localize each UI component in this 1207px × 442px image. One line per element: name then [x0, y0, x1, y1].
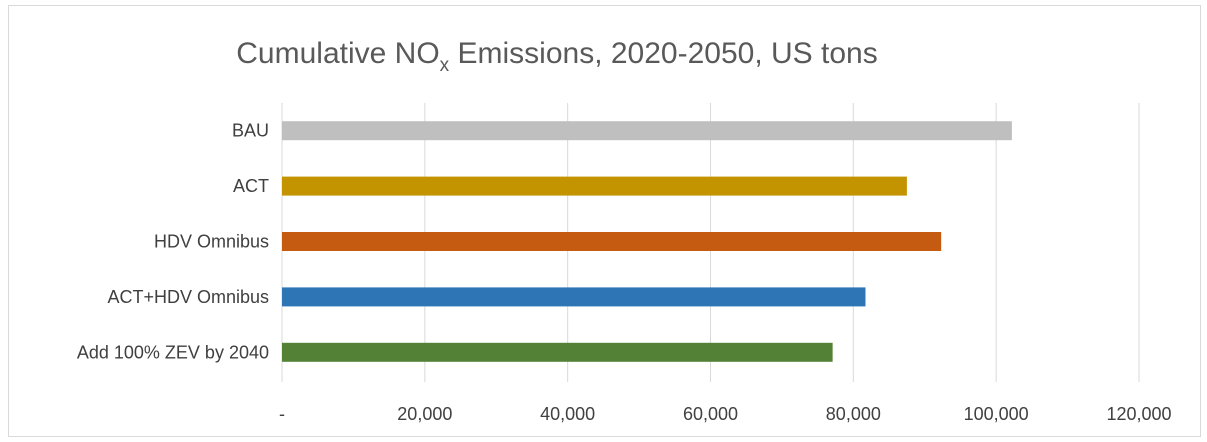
chart-title-suffix: Emissions, 2020-2050, US tons: [449, 37, 878, 70]
chart-frame: [8, 5, 1201, 437]
category-label: Add 100% ZEV by 2040: [77, 342, 269, 362]
x-tick-labels: - 20,000 40,000 60,000 80,000 100,000 120,000: [279, 404, 1172, 424]
category-label: ACT: [233, 176, 269, 196]
category-label: ACT+HDV Omnibus: [107, 287, 269, 307]
chart-title-main: Cumulative NO: [236, 37, 439, 70]
category-label: HDV Omnibus: [154, 232, 269, 252]
x-tick-label: -: [279, 404, 285, 424]
chart-title-subscript: x: [440, 55, 450, 76]
bar: [282, 176, 907, 196]
x-tick-label: 80,000: [826, 404, 881, 424]
bar: [282, 232, 942, 251]
bar: [282, 287, 866, 307]
x-tick-label: 20,000: [397, 404, 452, 424]
category-label: BAU: [232, 121, 269, 141]
x-tick-label: 40,000: [540, 404, 595, 424]
x-tick-label: 60,000: [683, 404, 738, 424]
bars: [282, 121, 1012, 362]
bar: [282, 342, 833, 362]
chart-title: Cumulative NOx Emissions, 2020-2050, US …: [236, 37, 877, 76]
bar: [282, 121, 1012, 141]
category-labels: BAU ACT HDV Omnibus ACT+HDV Omnibus Add 100%…: [77, 121, 269, 363]
x-tick-label: 120,000: [1106, 404, 1171, 424]
x-tick-label: 100,000: [964, 404, 1029, 424]
